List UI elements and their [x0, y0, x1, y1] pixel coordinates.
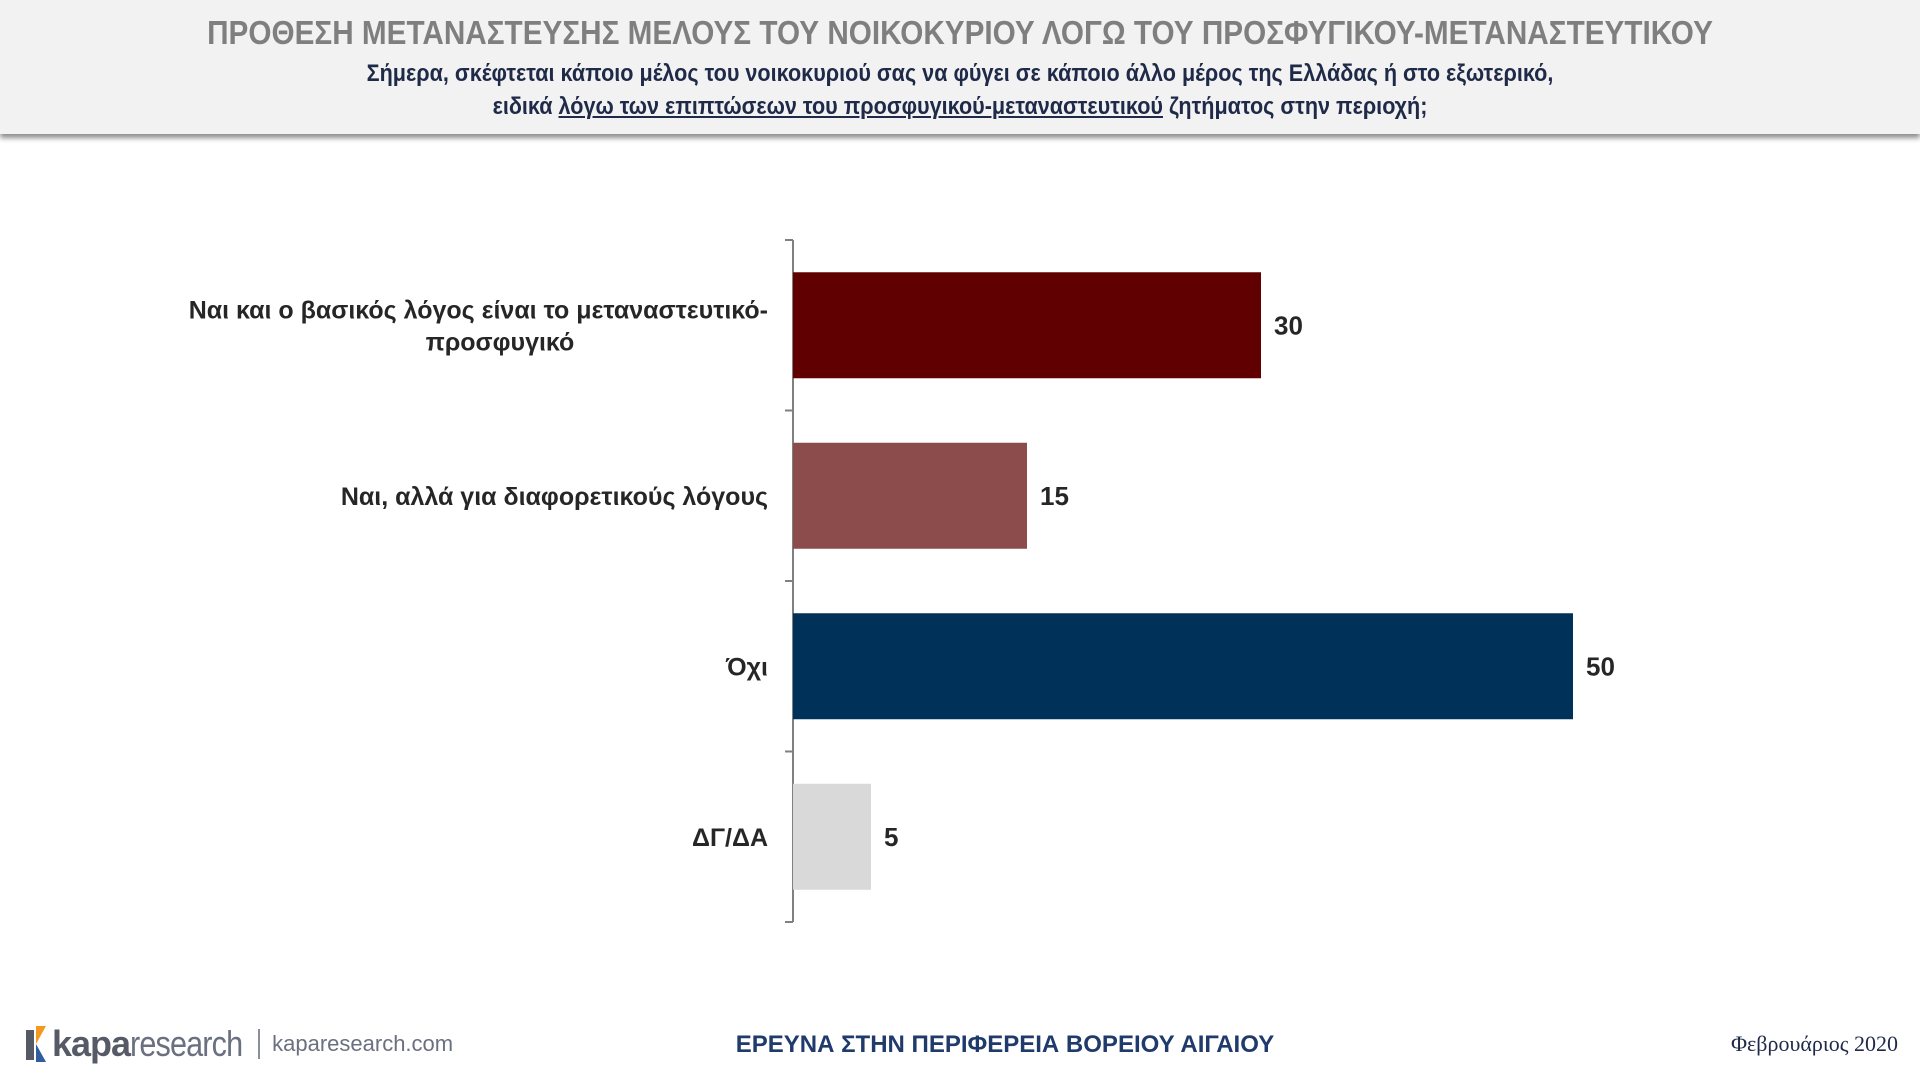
question-line-1: Σήμερα, σκέφτεται κάποιο μέλος του νοικο…	[366, 60, 1554, 87]
data-label-1: 30	[1274, 310, 1303, 340]
category-label-1: Ναι και ο βασικός λόγος είναι το μετανασ…	[189, 296, 768, 324]
category-label-2: Ναι, αλλά για διαφορετικούς λόγους	[341, 483, 768, 511]
question-line-2-pre: ειδικά	[492, 93, 559, 120]
question-line-2-underlined: λόγω των επιπτώσεων του προσφυγικού-μετα…	[558, 93, 1163, 120]
bar-4	[793, 783, 871, 890]
kapa-research-logo: kapa research kaparesearch.com	[24, 1022, 453, 1066]
header-banner: ΠΡΟΘΕΣΗ ΜΕΤΑΝΑΣΤΕΥΣΗΣ ΜΕΛΟΥΣ ΤΟΥ ΝΟΙΚΟΚΥ…	[0, 0, 1920, 134]
logo-divider	[258, 1029, 261, 1059]
data-label-3: 50	[1586, 651, 1615, 681]
bar-1	[793, 272, 1261, 379]
survey-date: Φεβρουάριος 2020	[1730, 1031, 1898, 1056]
bar-2	[793, 442, 1027, 549]
data-label-4: 5	[884, 822, 898, 852]
data-label-2: 15	[1040, 481, 1069, 511]
chart-title: ΠΡΟΘΕΣΗ ΜΕΤΑΝΑΣΤΕΥΣΗΣ ΜΕΛΟΥΣ ΤΟΥ ΝΟΙΚΟΚΥ…	[207, 14, 1713, 51]
bar-3	[793, 613, 1573, 720]
survey-region-caption: ΕΡΕΥΝΑ ΣΤΗΝ ΠΕΡΙΦΕΡΕΙΑ ΒΟΡΕΙΟΥ ΑΙΓΑΙΟΥ	[735, 1031, 1275, 1058]
website-url: kaparesearch.com	[272, 1031, 454, 1056]
question-line-2-post: ζητήματος στην περιοχή;	[1162, 93, 1428, 120]
question-line-2: ειδικά λόγω των επιπτώσεων του προσφυγικ…	[96, 93, 1824, 121]
category-label-1: προσφυγικό	[426, 328, 575, 356]
category-label-3: Όχι	[725, 653, 768, 681]
logo-text-kapa: kapa	[52, 1023, 131, 1064]
logo-text-research: research	[130, 1023, 243, 1064]
category-label-4: ΔΓ/ΔΑ	[692, 824, 768, 852]
kapa-logo-mark-icon	[24, 1024, 48, 1064]
